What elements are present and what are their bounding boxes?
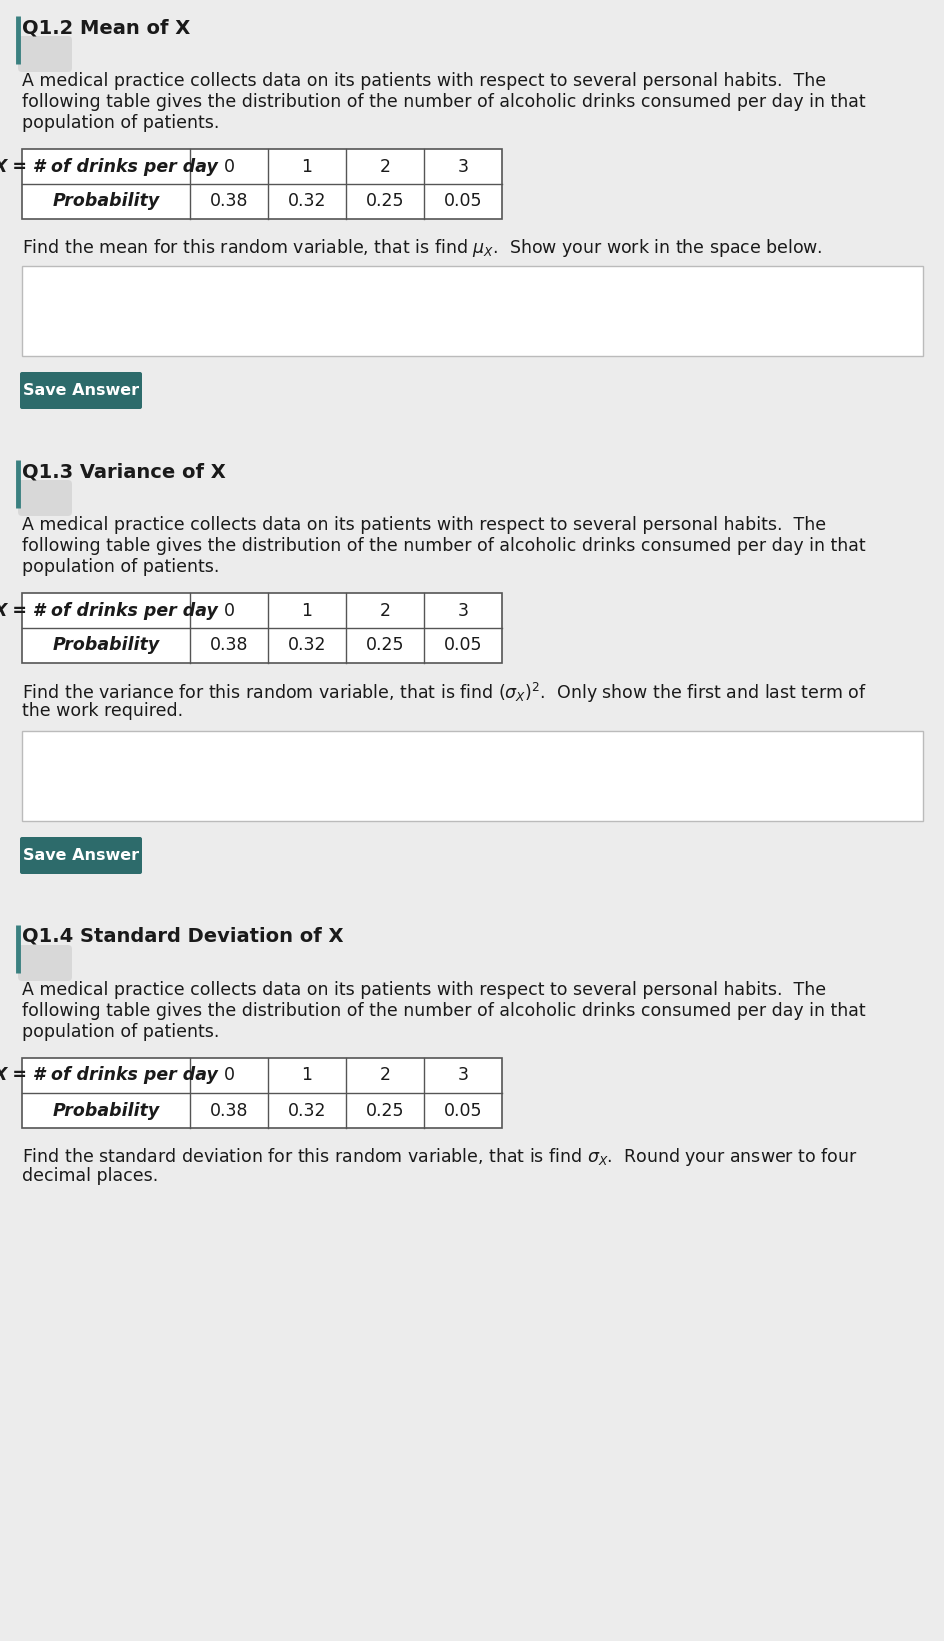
Text: following table gives the distribution of the number of alcoholic drinks consume: following table gives the distribution o… (22, 1003, 865, 1021)
Bar (22, 592, 501, 663)
Bar (22, 266, 922, 356)
Text: 3: 3 (457, 158, 468, 176)
Text: Probability: Probability (52, 1101, 160, 1119)
Text: 0.05: 0.05 (444, 637, 481, 655)
Text: 1: 1 (301, 158, 312, 176)
Text: population of patients.: population of patients. (22, 558, 219, 576)
Text: 0.05: 0.05 (444, 1101, 481, 1119)
Text: decimal places.: decimal places. (22, 1167, 158, 1185)
Text: Find the standard deviation for this random variable, that is find $\sigma_X$.  : Find the standard deviation for this ran… (22, 1145, 856, 1168)
Text: 2: 2 (379, 158, 390, 176)
Text: following table gives the distribution of the number of alcoholic drinks consume: following table gives the distribution o… (22, 537, 865, 555)
Text: the work required.: the work required. (22, 702, 183, 720)
Text: Q1.4 Standard Deviation of X: Q1.4 Standard Deviation of X (22, 927, 343, 945)
Text: 0: 0 (224, 158, 234, 176)
Text: Find the mean for this random variable, that is find $\mu_X$.  Show your work in: Find the mean for this random variable, … (22, 236, 821, 259)
Text: Probability: Probability (52, 637, 160, 655)
Bar (22, 730, 922, 820)
Text: Q1.3 Variance of X: Q1.3 Variance of X (22, 463, 226, 481)
Text: 0.38: 0.38 (210, 1101, 248, 1119)
Bar (22, 1058, 501, 1127)
Text: 3: 3 (457, 602, 468, 620)
FancyBboxPatch shape (18, 36, 72, 72)
Text: Save Answer: Save Answer (23, 848, 139, 863)
Text: 0.05: 0.05 (444, 192, 481, 210)
Text: Probability: Probability (52, 192, 160, 210)
Text: Save Answer: Save Answer (23, 382, 139, 399)
FancyBboxPatch shape (18, 481, 72, 515)
Text: Find the variance for this random variable, that is find $(\sigma_X)^2$.  Only s: Find the variance for this random variab… (22, 681, 867, 706)
Text: following table gives the distribution of the number of alcoholic drinks consume: following table gives the distribution o… (22, 94, 865, 112)
Bar (22, 149, 501, 218)
Text: 0.32: 0.32 (287, 637, 326, 655)
Text: 0.38: 0.38 (210, 192, 248, 210)
Text: 0: 0 (224, 1067, 234, 1085)
Text: 0: 0 (224, 602, 234, 620)
Text: A medical practice collects data on its patients with respect to several persona: A medical practice collects data on its … (22, 981, 825, 999)
Text: X = # of drinks per day: X = # of drinks per day (0, 158, 218, 176)
FancyBboxPatch shape (20, 837, 142, 875)
Text: A medical practice collects data on its patients with respect to several persona: A medical practice collects data on its … (22, 515, 825, 533)
Text: X = # of drinks per day: X = # of drinks per day (0, 1067, 218, 1085)
Text: 1: 1 (301, 1067, 312, 1085)
Text: 1: 1 (301, 602, 312, 620)
Text: 0.38: 0.38 (210, 637, 248, 655)
Text: X = # of drinks per day: X = # of drinks per day (0, 602, 218, 620)
Text: population of patients.: population of patients. (22, 113, 219, 131)
Text: Q1.2 Mean of X: Q1.2 Mean of X (22, 18, 190, 38)
Text: 0.25: 0.25 (365, 1101, 404, 1119)
Text: population of patients.: population of patients. (22, 1022, 219, 1040)
Text: 0.32: 0.32 (287, 1101, 326, 1119)
Text: 0.25: 0.25 (365, 192, 404, 210)
Text: 2: 2 (379, 1067, 390, 1085)
Text: 0.25: 0.25 (365, 637, 404, 655)
Text: 0.32: 0.32 (287, 192, 326, 210)
Text: A medical practice collects data on its patients with respect to several persona: A medical practice collects data on its … (22, 72, 825, 90)
Text: 2: 2 (379, 602, 390, 620)
FancyBboxPatch shape (18, 945, 72, 981)
FancyBboxPatch shape (20, 373, 142, 409)
Text: 3: 3 (457, 1067, 468, 1085)
